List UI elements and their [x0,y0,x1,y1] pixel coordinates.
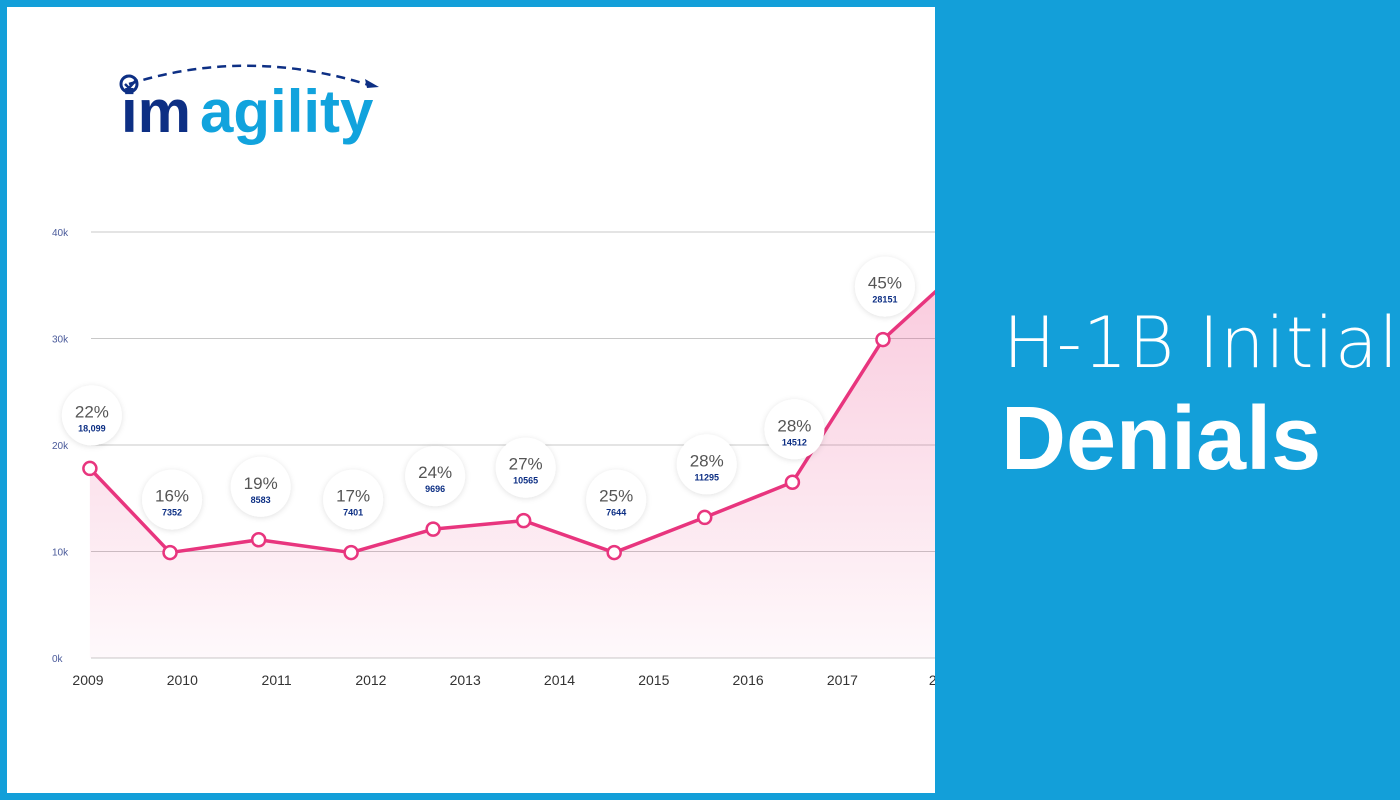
percent-label: 19% [244,474,278,493]
percent-label: 24% [418,463,452,482]
x-tick-label: 2015 [638,672,669,688]
percent-label: 28% [690,451,724,470]
x-tick-label: 2010 [167,672,198,688]
label-bubble [676,434,737,495]
y-tick-label: 10k [52,548,69,559]
label-bubble [854,256,915,317]
label-bubble [323,469,384,530]
label-bubble [61,385,122,446]
count-label: 18,099 [78,423,106,433]
svg-text:agility: agility [200,78,374,145]
area-fill [89,292,935,658]
percent-label: 25% [599,487,633,506]
data-point [82,460,98,477]
chart-panel: im agility 0k 10k 20k 30k 40k 22% 18,099 16% 735… [7,7,935,793]
x-tick-label: 2014 [544,672,575,688]
x-tick-label: 20 [929,672,935,688]
label-bubble [495,437,556,498]
svg-text:im: im [121,78,191,145]
count-label: 8583 [251,495,271,505]
title-panel: H-1B Initial Denials [935,0,1400,800]
label-bubble [586,469,647,530]
count-label: 7401 [343,508,363,518]
label-bubble [764,399,825,460]
count-label: 10565 [513,476,538,486]
count-label: 11295 [694,472,719,482]
y-tick-label: 20k [52,441,69,452]
count-label: 28151 [872,295,897,305]
x-tick-label: 2009 [72,672,103,688]
percent-label: 22% [75,402,109,421]
y-tick-label: 0k [52,654,64,665]
count-label: 14512 [782,437,807,447]
data-point [515,512,532,529]
x-tick-label: 2012 [355,672,386,688]
y-tick-label: 40k [52,228,69,239]
data-point [425,521,441,537]
title-line-1: H-1B Initial [1003,302,1400,384]
percent-label: 28% [777,416,811,435]
data-point [606,544,622,561]
label-bubble [230,456,291,517]
count-label: 9696 [425,484,445,494]
x-tick-label: 2013 [450,672,481,688]
data-point [162,544,178,561]
data-point [696,509,713,526]
label-bubble [142,469,203,530]
count-label: 7352 [162,508,182,518]
data-point [250,532,267,548]
data-point [784,474,801,491]
data-point [875,331,891,348]
x-tick-label: 2017 [827,672,858,688]
imagility-logo: im agility [107,52,397,152]
line-chart: 0k 10k 20k 30k 40k 22% 18,099 16% 7352 19% 8583 17%… [52,228,935,688]
x-tick-label: 2011 [262,672,292,688]
x-tick-label: 2016 [733,672,764,688]
percent-label: 27% [509,455,543,474]
percent-label: 17% [336,487,370,506]
count-label: 7644 [606,508,626,518]
y-tick-label: 30k [52,335,69,346]
percent-label: 45% [868,274,902,293]
percent-label: 16% [155,487,189,506]
label-bubble [405,446,466,507]
title-line-2: Denials [1001,389,1322,489]
data-point [343,544,359,561]
